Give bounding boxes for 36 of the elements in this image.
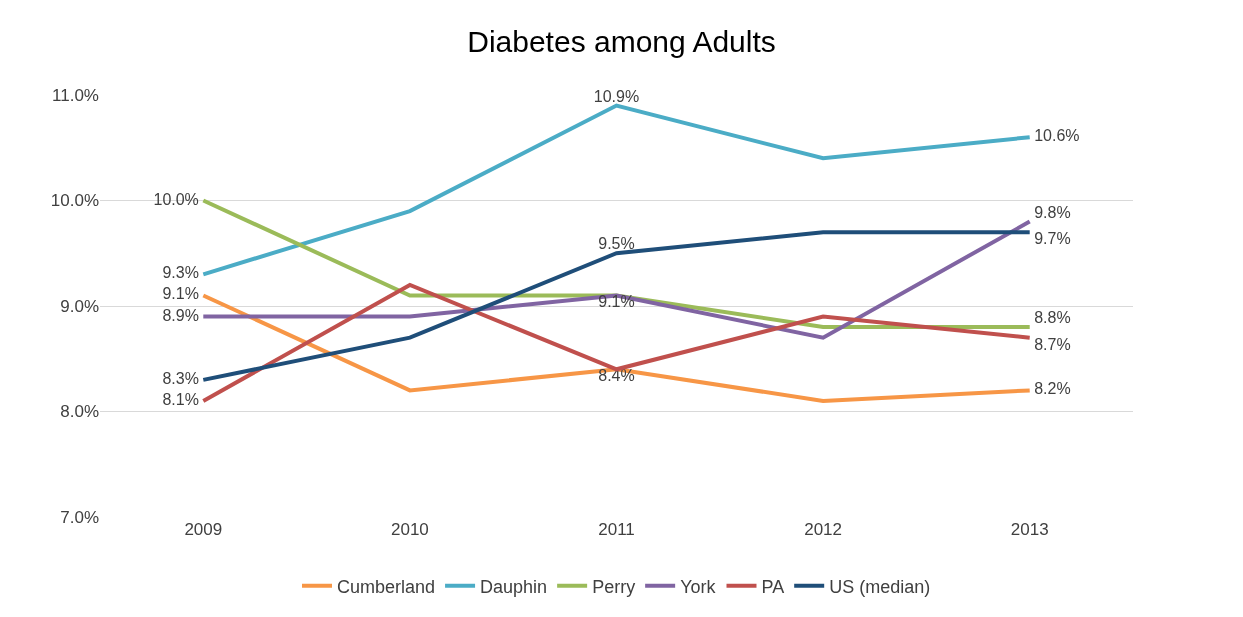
legend-label: Perry [592,576,636,597]
data-label: 10.0% [149,190,204,208]
x-tick-label: 2009 [184,520,223,539]
data-label: 8.8% [1029,309,1076,327]
data-label: 8.3% [157,369,204,387]
data-label: 10.9% [589,87,644,105]
data-label: 9.1% [157,285,204,303]
data-label: 8.7% [1029,335,1076,353]
legend-label: Cumberland [337,576,436,597]
x-tick-label: 2012 [804,520,843,539]
data-label: 9.7% [1029,230,1076,248]
chart-title: Diabetes among Adults [467,24,776,58]
y-tick-label: 9.0% [60,296,99,316]
data-label: 8.1% [157,390,204,408]
data-label: 9.3% [157,264,204,282]
legend-label: PA [761,576,785,597]
legend-label: Dauphin [480,576,548,597]
line-series [201,230,1032,382]
data-label: 8.4% [593,367,640,385]
data-label: 8.2% [1029,380,1076,398]
line-series [201,103,1032,277]
legend-label: US (median) [829,576,931,597]
x-tick-label: 2011 [598,520,635,539]
x-tick-label: 2013 [1010,520,1049,539]
y-tick-label: 7.0% [60,507,99,527]
data-label: 9.1% [593,293,640,311]
y-tick-label: 11.0% [52,85,99,105]
x-tick-label: 2010 [390,520,429,539]
y-tick-label: 8.0% [60,402,99,422]
data-label: 9.8% [1029,203,1076,221]
line-series [201,219,1032,340]
legend-label: York [680,576,717,597]
data-label: 10.6% [1029,127,1084,145]
data-label: 8.9% [157,306,204,324]
y-tick-label: 10.0% [50,191,99,211]
data-label: 9.5% [593,235,640,253]
